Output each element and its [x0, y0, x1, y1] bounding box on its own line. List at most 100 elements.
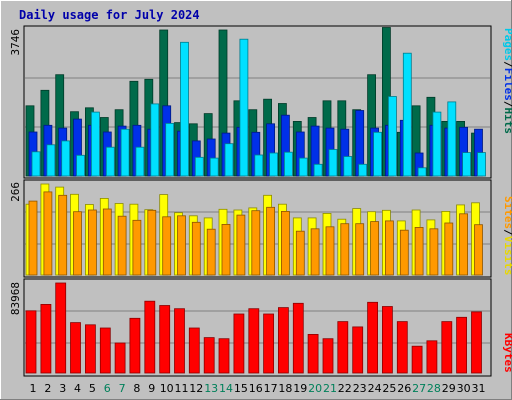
- sites-bar-day-11: [177, 215, 186, 276]
- sites-bar-day-3: [58, 194, 68, 276]
- legend-sites-label: Sites: [502, 196, 512, 229]
- legend-visits-label: Visits: [502, 236, 512, 276]
- x-tick-label-day-5: 5: [89, 382, 96, 395]
- pages-bar-day-20: [313, 163, 323, 177]
- pages-bar-day-23: [358, 163, 368, 177]
- sites-bar-day-17: [266, 206, 276, 276]
- sites-bar-day-2: [43, 191, 53, 276]
- sites-bar-day-21: [325, 226, 335, 276]
- pages-bar-day-30: [462, 152, 472, 177]
- pages-bar-day-10: [165, 123, 175, 177]
- pages-bar-day-31: [477, 152, 486, 177]
- x-tick-label-day-14: 14: [219, 382, 233, 395]
- kbytes-bar-day-11: [174, 308, 185, 374]
- x-tick-label-day-30: 30: [457, 382, 471, 395]
- sites-bar-day-16: [251, 210, 261, 276]
- pages-bar-day-12: [194, 156, 204, 177]
- kbytes-bar-day-1: [25, 310, 37, 374]
- pages-bar-day-5: [91, 111, 100, 177]
- pages-bar-day-24: [373, 131, 383, 177]
- kbytes-bar-day-9: [144, 300, 156, 374]
- x-tick-label-day-28: 28: [427, 382, 441, 395]
- x-tick-label-day-3: 3: [59, 382, 66, 395]
- sites-bar-day-26: [399, 229, 409, 276]
- pages-bar-day-6: [105, 146, 115, 177]
- kbytes-bar-day-10: [159, 305, 171, 374]
- pages-bar-day-7: [120, 128, 130, 177]
- x-tick-label-day-21: 21: [323, 382, 337, 395]
- pages-bar-day-13: [209, 157, 219, 177]
- x-tick-label-day-22: 22: [338, 382, 352, 395]
- chart-title: Daily usage for July 2024: [19, 8, 200, 22]
- sites-bar-day-27: [414, 226, 424, 276]
- legend-visits-sites: Sites/Visits: [502, 196, 512, 276]
- pages-bar-day-28: [432, 111, 442, 177]
- kbytes-bar-day-24: [367, 301, 379, 374]
- x-tick-label-day-31: 31: [472, 382, 486, 395]
- kbytes-bar-day-30: [456, 316, 468, 374]
- kbytes-bar-day-20: [307, 333, 319, 374]
- pages-bar-day-27: [417, 167, 427, 177]
- legend-files-label: Files: [502, 68, 512, 101]
- sites-bar-day-14: [221, 223, 231, 276]
- x-tick-label-day-24: 24: [368, 382, 382, 395]
- kbytes-bar-day-14: [218, 338, 230, 374]
- pages-bar-day-16: [254, 154, 264, 177]
- x-tick-label-day-6: 6: [104, 382, 111, 395]
- kbytes-bar-day-21: [322, 338, 334, 374]
- pages-bar-day-22: [343, 156, 353, 177]
- kbytes-bar-day-23: [352, 326, 364, 374]
- kbytes-bar-day-4: [70, 322, 81, 374]
- sites-bar-day-31: [474, 224, 483, 276]
- kbytes-bar-day-16: [248, 308, 260, 374]
- sites-bar-day-6: [102, 208, 112, 276]
- legend-hits-files-pages: Pages/Files/Hits: [502, 28, 512, 134]
- legend-kbytes-label: KBytes: [502, 333, 512, 373]
- legend-separator: /: [502, 101, 512, 108]
- pages-bar-day-19: [298, 157, 308, 177]
- pages-bar-day-9: [150, 103, 160, 177]
- sites-bar-day-5: [88, 209, 97, 276]
- legend-pages-label: Pages: [502, 28, 512, 61]
- x-tick-label-day-4: 4: [74, 382, 81, 395]
- pages-bar-day-14: [224, 143, 234, 177]
- x-tick-label-day-17: 17: [264, 382, 278, 395]
- pages-bar-day-29: [447, 101, 457, 177]
- pages-bar-day-21: [328, 149, 338, 177]
- x-tick-label-day-11: 11: [175, 382, 189, 395]
- sites-bar-day-8: [132, 219, 142, 276]
- kbytes-bar-day-27: [411, 345, 423, 374]
- x-tick-label-day-26: 26: [397, 382, 411, 395]
- kbytes-bar-day-19: [292, 302, 304, 374]
- x-tick-label-day-2: 2: [44, 382, 51, 395]
- sites-bar-day-22: [340, 223, 350, 276]
- kbytes-bar-day-15: [233, 313, 245, 374]
- x-tick-label-day-19: 19: [293, 382, 307, 395]
- sites-bar-day-19: [295, 230, 305, 276]
- x-tick-label-day-10: 10: [160, 382, 174, 395]
- x-tick-label-day-25: 25: [382, 382, 396, 395]
- pages-bar-day-17: [269, 152, 279, 177]
- kbytes-bar-day-28: [426, 340, 438, 374]
- kbytes-bar-day-17: [263, 313, 275, 374]
- pages-bar-day-11: [180, 41, 189, 177]
- kbytes-bar-day-5: [85, 324, 96, 374]
- kbytes-bar-day-8: [129, 317, 141, 374]
- sites-bar-day-29: [444, 222, 454, 276]
- legend-separator: /: [502, 61, 512, 68]
- pages-bar-day-3: [61, 140, 71, 177]
- pages-bar-day-15: [239, 38, 249, 177]
- sites-bar-day-18: [280, 210, 290, 276]
- sites-bar-day-20: [310, 228, 320, 276]
- sites-bar-day-30: [459, 213, 469, 276]
- sites-bar-day-28: [429, 228, 439, 276]
- x-tick-label-day-15: 15: [234, 382, 248, 395]
- sites-bar-day-7: [117, 215, 127, 276]
- pages-bar-day-2: [46, 144, 56, 177]
- legend-kbytes: KBytes: [502, 333, 512, 373]
- kbytes-bar-day-2: [40, 303, 52, 374]
- chart-marks: [25, 27, 486, 374]
- sites-bar-day-25: [384, 220, 394, 276]
- panel-hits-max-label: 3746: [9, 29, 22, 56]
